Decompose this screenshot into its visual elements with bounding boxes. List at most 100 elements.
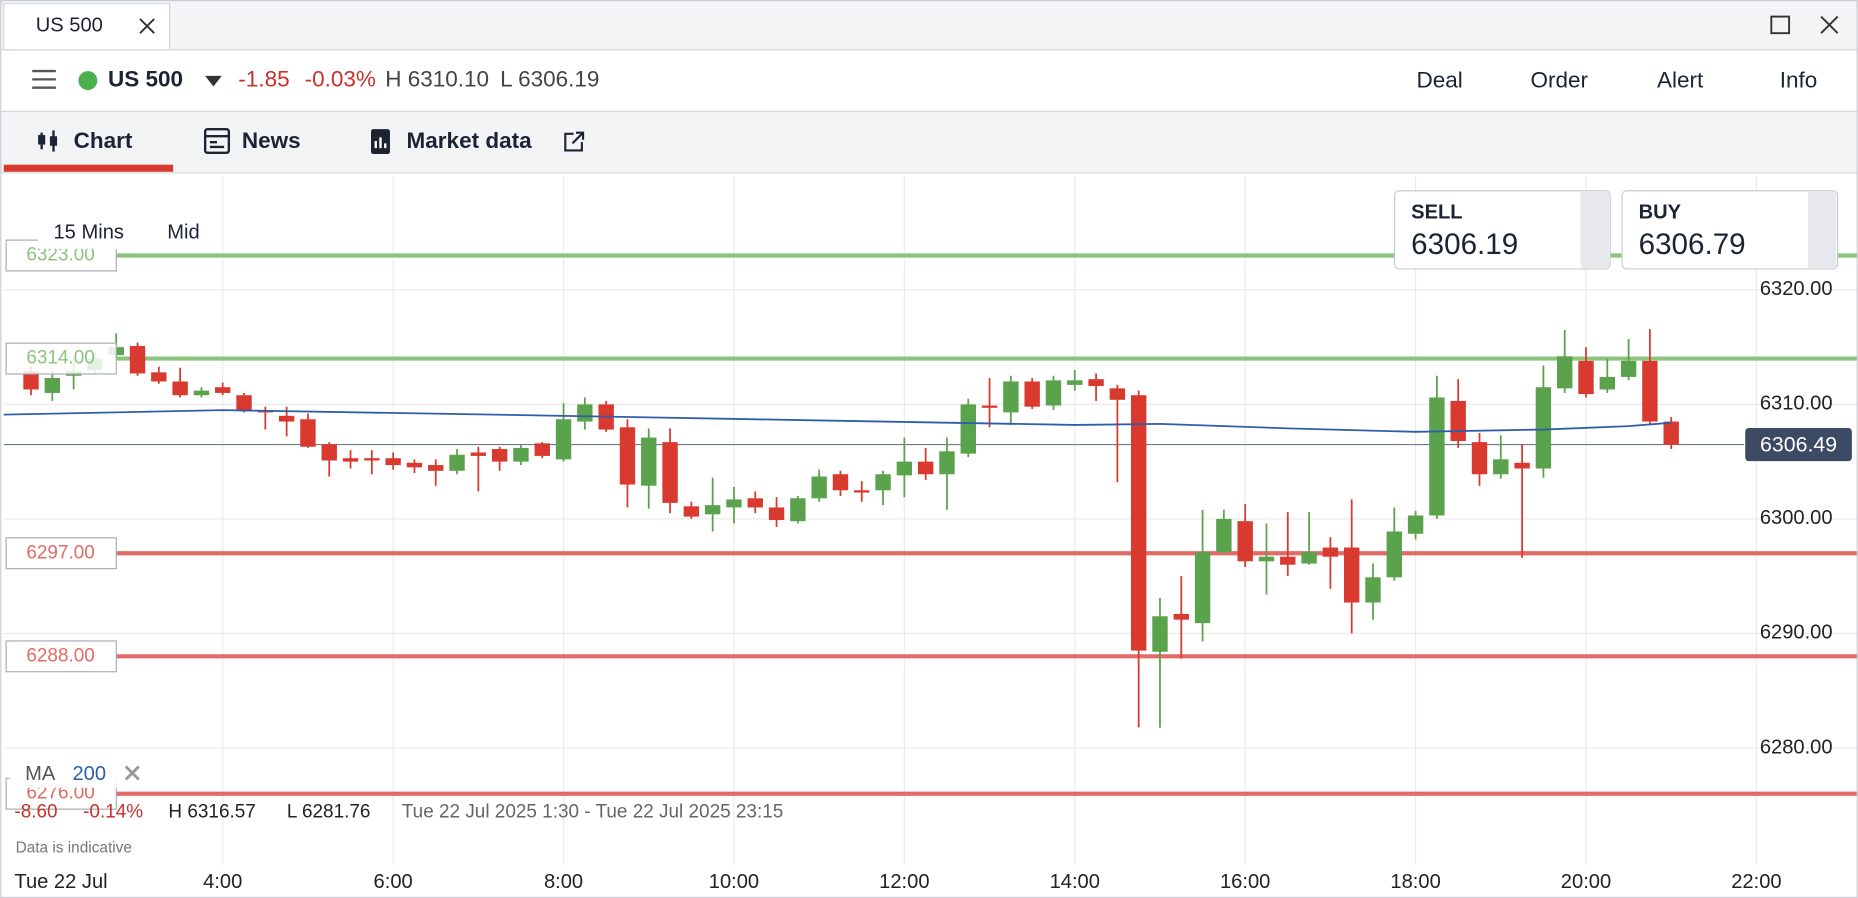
sell-button-side [1580,191,1610,268]
x-tick-label: 4:00 [203,871,242,893]
date-label: Tue 22 Jul [14,871,107,893]
candle-body [44,378,61,393]
candle-body [1407,515,1424,534]
chart-area: 6280.00 6290.00 6300.00 6310.00 6320.00 6323.… [3,175,1858,865]
x-tick-label: 12:00 [879,871,929,893]
y-tick-label: 6300.00 [1760,507,1833,529]
candle-body [981,405,998,408]
x-tick-label: 20:00 [1561,871,1611,893]
market-data-icon [374,137,387,149]
candle-body [939,451,955,475]
candle-body [1514,462,1530,469]
moving-average-line [3,409,1672,433]
candle-body [491,449,508,462]
buy-label: BUY [1639,202,1682,224]
candle-body [449,454,465,471]
candle-body [1620,360,1637,377]
y-tick-label: 6310.00 [1760,393,1833,415]
sell-price: 6306.19 [1411,228,1518,261]
tab-market-data[interactable]: Market data [407,128,533,153]
tab-strip [0,0,1858,50]
level-label: 6323.00 [26,244,94,265]
change-pct: -0.03% [305,66,376,91]
candle-body [428,465,444,471]
close-tab-icon[interactable] [139,18,155,34]
candle-body [1130,395,1147,651]
range-high: H 6316.57 [168,802,255,823]
candle-body [726,499,742,508]
candle-body [1237,521,1253,562]
candle-body [342,458,359,462]
candle-body [1194,552,1211,624]
candle-body [811,476,827,499]
sell-label: SELL [1411,202,1462,224]
menu-deal[interactable]: Deal [1416,68,1462,93]
instrument-name[interactable]: US 500 [108,66,183,91]
x-tick-label: 14:00 [1050,871,1100,893]
candle-body [1045,380,1062,406]
x-tick-label: 6:00 [374,871,413,893]
x-tick-label: 8:00 [544,871,583,893]
y-tick-label: 6280.00 [1760,736,1833,758]
sell-button[interactable] [1393,190,1611,270]
external-link-icon[interactable] [564,131,585,152]
active-tab-underline [3,164,174,172]
maximize-icon[interactable] [1770,15,1791,35]
level-label: 6314.00 [26,348,94,369]
x-tick-label: 22:00 [1731,871,1781,893]
level-label: 6288.00 [26,645,94,666]
candle-body [129,345,146,374]
buy-button[interactable] [1621,190,1839,270]
candle-body [1109,388,1126,400]
dropdown-icon[interactable] [205,75,222,87]
candle-body [555,419,572,460]
candle-body [385,458,401,466]
candle-body [1152,616,1168,652]
candle-body [1280,556,1296,565]
candle-body [768,507,785,521]
candle-body [1343,547,1360,603]
menu-alert[interactable]: Alert [1657,68,1704,93]
candle-body [1173,613,1189,620]
chart-icon [38,135,46,145]
range-period: Tue 22 Jul 2025 1:30 - Tue 22 Jul 2025 2… [402,802,784,823]
window-tab-title: US 500 [36,14,103,36]
close-window-icon[interactable] [1820,15,1839,34]
candle-body [513,447,529,462]
candle-body [151,372,167,382]
candle-body [1386,531,1402,578]
candle-body [1471,442,1488,475]
range-change: -8.60 [14,802,57,823]
candle-body [278,415,295,422]
price-type[interactable]: Mid [167,222,199,244]
interval-bg [38,217,216,249]
tab-news[interactable]: News [242,128,301,153]
candle-body [1258,556,1275,562]
ma-legend-bg [9,759,150,788]
menu-icon[interactable] [32,69,56,89]
candle-body [1450,400,1466,442]
candle-body [1301,552,1317,564]
candle-body [854,490,870,493]
menu-info[interactable]: Info [1780,68,1818,93]
candle-body [236,395,252,411]
candle-body [619,427,636,485]
candle-body [1663,421,1679,445]
current-price-box [1745,427,1852,462]
interval[interactable]: 15 Mins [54,222,124,244]
candle-body [534,443,550,456]
menu-order[interactable]: Order [1531,68,1589,93]
candle-body [215,387,231,393]
candle-body [1216,518,1232,553]
tab-chart[interactable]: Chart [74,128,133,153]
window-tab[interactable] [3,2,171,51]
current-price-label: 6306.49 [1760,432,1837,456]
candle-body [1088,379,1104,387]
x-tick-label: 10:00 [709,871,759,893]
candle-body [662,442,678,503]
candle-body [577,404,593,422]
candle-body [470,452,487,456]
ma-remove-icon[interactable] [124,765,140,781]
candle-body [1067,380,1083,385]
